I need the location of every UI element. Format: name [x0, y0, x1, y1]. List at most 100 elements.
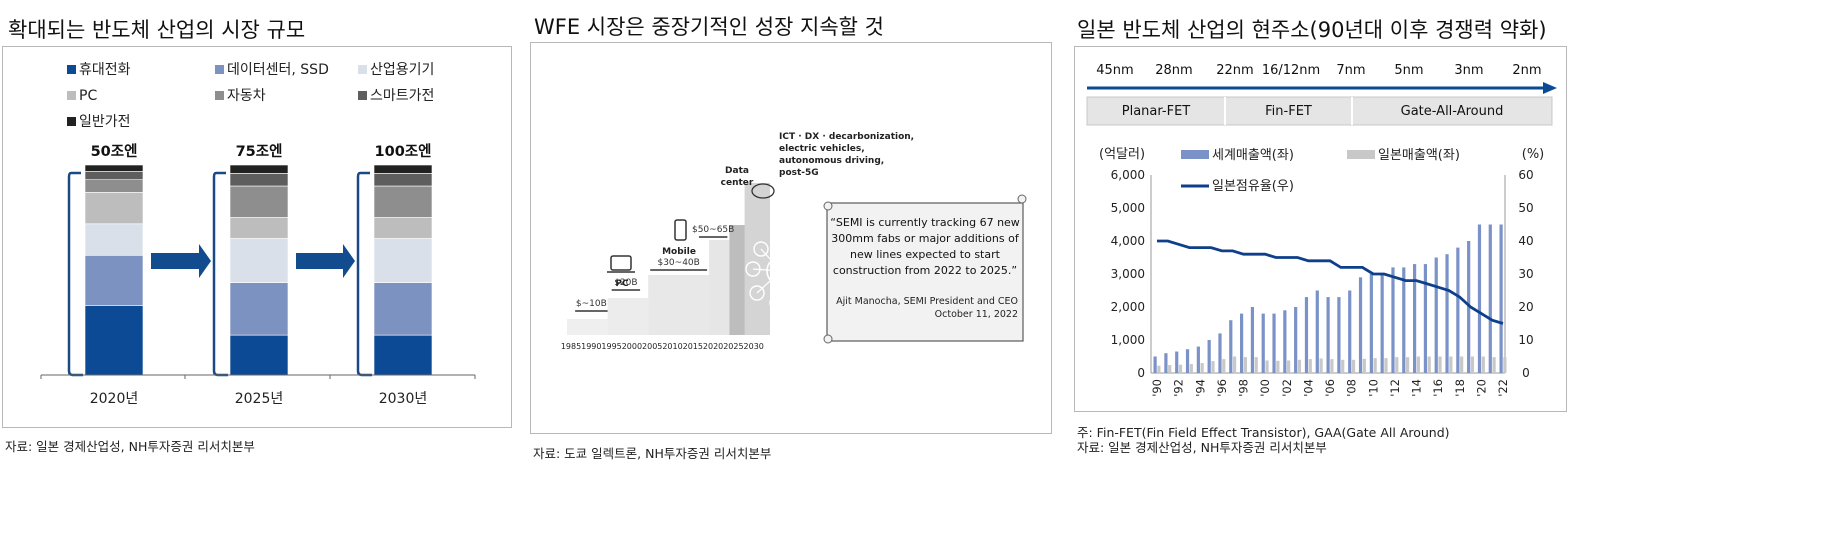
x-tick-label: '08 [1345, 379, 1359, 397]
x-tick-label: 2020 [703, 342, 723, 351]
world-sales-bar [1348, 290, 1352, 373]
world-sales-bar [1250, 307, 1255, 373]
legend-swatch [1347, 150, 1375, 159]
stacked-bar-segment [373, 282, 433, 336]
x-tick-label: '00 [1258, 379, 1272, 397]
y-left-tick-label: 3,000 [1111, 267, 1145, 281]
mobile-icon [674, 219, 687, 241]
quote-attribution: Ajit Manocha, SEMI President and CEO [836, 296, 1018, 307]
world-sales-bar [1369, 274, 1373, 373]
hub-node-icon [795, 245, 811, 261]
world-sales-bar [1261, 313, 1265, 373]
japan-sales-bar [1168, 365, 1172, 373]
world-sales-bar [1164, 353, 1168, 373]
y-right-tick-label: 50 [1518, 201, 1533, 215]
japan-sales-bar [1232, 356, 1237, 373]
japan-sales-bar [1330, 359, 1334, 373]
stage-block [607, 298, 649, 335]
node-label: 7nm [1336, 63, 1365, 78]
legend-label: 세계매출액(좌) [1212, 148, 1294, 163]
x-tick-label: '20 [1474, 379, 1488, 397]
x-tick-label: 1985 [561, 342, 581, 351]
growth-arrow [151, 244, 211, 278]
x-tick-label: '96 [1215, 379, 1229, 397]
era-label: autonomous driving, [779, 156, 884, 166]
pc-icon [610, 255, 632, 271]
hub-node-icon [769, 295, 785, 311]
x-tick-label: 2030 [744, 342, 764, 351]
x-tick-label: 2030년 [379, 391, 428, 407]
world-sales-bar [1229, 320, 1233, 373]
hub-link [780, 270, 808, 278]
stacked-bar-segment [229, 238, 289, 283]
stage-block [648, 275, 710, 335]
panel1-title: 확대되는 반도체 산업의 시장 규모 [8, 18, 306, 42]
japan-sales-bar [1384, 358, 1388, 373]
stacked-bar-segment [373, 173, 433, 187]
world-sales-bar [1391, 267, 1395, 373]
y-right-tick-label: 60 [1518, 168, 1533, 182]
world-sales-bar [1358, 277, 1363, 373]
japan-sales-bar [1438, 356, 1442, 373]
legend-label: 일본점유율(우) [1212, 179, 1294, 194]
panel3-title: 일본 반도체 산업의 현주소(90년대 이후 경쟁력 약화) [1077, 18, 1547, 42]
x-tick-label: 2000 [622, 342, 642, 351]
x-tick-label: '22 [1496, 379, 1510, 397]
hub-node-icon [791, 291, 807, 307]
hub-node-icon [753, 241, 769, 257]
japan-sales-bar [1287, 360, 1291, 373]
world-sales-bar [1175, 351, 1179, 373]
panel3-note: 주: Fin-FET(Fin Field Effect Transistor),… [1077, 425, 1450, 440]
scroll-curl [1017, 194, 1027, 204]
quote-line: “SEMI is currently tracking 67 new [830, 216, 1020, 229]
legend-label: 일반가전 [79, 114, 131, 130]
japan-sales-bar [1481, 356, 1485, 373]
era-label: post-5G [779, 168, 819, 178]
node-label: 22nm [1216, 63, 1253, 78]
total-bracket [212, 171, 228, 377]
world-sales-bar [1283, 310, 1287, 373]
world-sales-bar [1326, 297, 1330, 373]
japan-sales-bar [1276, 360, 1280, 373]
node-label: 5nm [1394, 63, 1423, 78]
world-sales-bar [1272, 313, 1276, 373]
legend-swatch [215, 91, 224, 100]
y-left-tick-label: 1,000 [1111, 333, 1145, 347]
y-right-tick-label: 10 [1518, 333, 1533, 347]
scroll-curl [823, 334, 833, 344]
hub-node-icon [773, 233, 789, 249]
stacked-bar-segment [229, 217, 289, 239]
japan-share-line [1157, 239, 1504, 325]
japan-sales-bar [1351, 359, 1356, 373]
panel1-frame: 휴대전화 데이터센터, SSD 산업용기기 PC 자동차 스마트가전 일반가전 50조엔 202… [2, 46, 512, 428]
japan-sales-bar [1222, 359, 1226, 373]
era-label: Mobile [662, 247, 696, 257]
x-tick-label: 2010 [662, 342, 682, 351]
node-label: 3nm [1454, 63, 1483, 78]
growth-arrow [296, 244, 355, 278]
japan-sales-bar [1157, 365, 1161, 373]
panel1-source: 자료: 일본 경제산업성, NH투자증권 리서치본부 [5, 439, 255, 454]
stacked-bar-segment [229, 334, 289, 376]
total-bracket [67, 171, 83, 377]
x-tick-label: '94 [1193, 379, 1207, 397]
japan-semiconductor-chart: 45nm 28nm 22nm 16/12nm 7nm 5nm 3nm 2nm Planar-FE… [1086, 63, 1557, 397]
x-tick-label: '14 [1410, 379, 1424, 397]
legend-label: 휴대전화 [79, 62, 131, 78]
japan-sales-bar [1470, 356, 1475, 373]
hub-link [756, 270, 782, 294]
market-size-label: $20B [614, 278, 637, 288]
hub-node-icon [749, 285, 765, 301]
japan-sales-bar [1189, 364, 1193, 373]
node-label: 45nm [1096, 63, 1133, 78]
japan-sales-bar [1373, 358, 1377, 373]
world-sales-bar [1434, 257, 1438, 373]
stacked-bar-segment [84, 223, 144, 256]
cloud-icon [751, 183, 775, 199]
stacked-bar-segment [84, 164, 144, 172]
japan-sales-bar [1297, 359, 1302, 373]
world-sales-bar [1153, 356, 1157, 373]
architecture-band [1086, 96, 1553, 126]
japan-sales-bar [1308, 359, 1312, 373]
